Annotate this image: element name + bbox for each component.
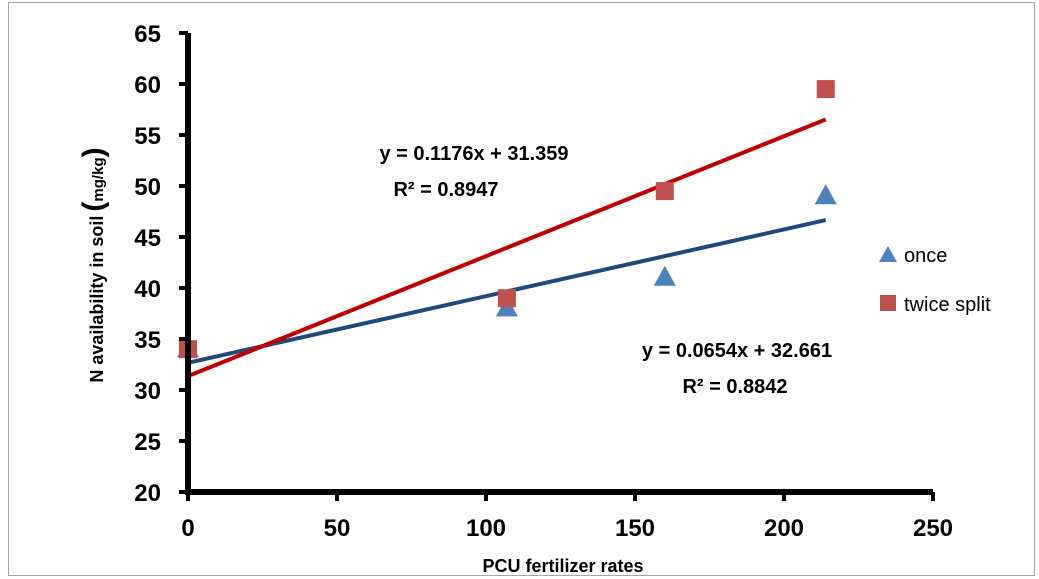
data-point-twice-split <box>816 80 835 99</box>
trendline-r2-once: R² = 0.8842 <box>682 376 787 398</box>
y-tick-label: 40 <box>134 276 161 303</box>
trendline-equation-twice-split: y = 0.1176x + 31.359 <box>379 143 568 165</box>
legend-label-once: once <box>904 245 947 267</box>
y-tick-label: 30 <box>134 378 161 405</box>
legend-triangle-icon <box>879 246 897 262</box>
data-point-once <box>653 265 676 286</box>
x-tick-label: 50 <box>324 515 351 542</box>
y-axis-title-unit: mg/kg <box>90 157 107 201</box>
y-tick-label: 60 <box>134 72 161 99</box>
y-axis-title-paren-close: ) <box>77 147 110 157</box>
y-tick-label: 25 <box>134 429 161 456</box>
y-tick-label: 20 <box>134 480 161 507</box>
axes <box>179 31 935 501</box>
y-tick-label: 35 <box>134 327 161 354</box>
trendline-r2-twice-split: R² = 0.8947 <box>393 179 498 201</box>
y-tick-label: 50 <box>134 174 161 201</box>
y-axis-title-main: N availability in soil <box>87 216 107 383</box>
trendline-twice-split <box>187 117 827 378</box>
data-point-twice-split <box>497 289 516 308</box>
x-tick-label: 0 <box>181 515 194 542</box>
y-tick-label: 55 <box>134 123 161 150</box>
tick-labels: 20 25 30 35 40 45 50 55 60 65 0 50 100 150 200 250 <box>134 21 953 542</box>
data-point-twice-split <box>655 182 674 201</box>
x-tick-label: 100 <box>466 515 506 542</box>
x-tick-label: 200 <box>764 515 804 542</box>
legend: once twice split <box>879 245 991 316</box>
x-tick-label: 250 <box>913 515 953 542</box>
y-tick-label: 45 <box>134 225 161 252</box>
trendline-equation-once: y = 0.0654x + 32.661 <box>642 340 832 362</box>
x-axis-title: PCU fertilizer rates <box>482 556 643 576</box>
legend-square-icon <box>880 295 896 311</box>
legend-label-twice-split: twice split <box>904 294 991 316</box>
data-point-once <box>814 184 837 205</box>
data-markers <box>177 80 837 359</box>
y-axis-title: N availability in soil (mg/kg) <box>77 147 110 382</box>
y-tick-label: 65 <box>134 21 161 48</box>
x-tick-label: 150 <box>615 515 655 542</box>
y-axis-title-paren-open: ( <box>77 202 110 212</box>
